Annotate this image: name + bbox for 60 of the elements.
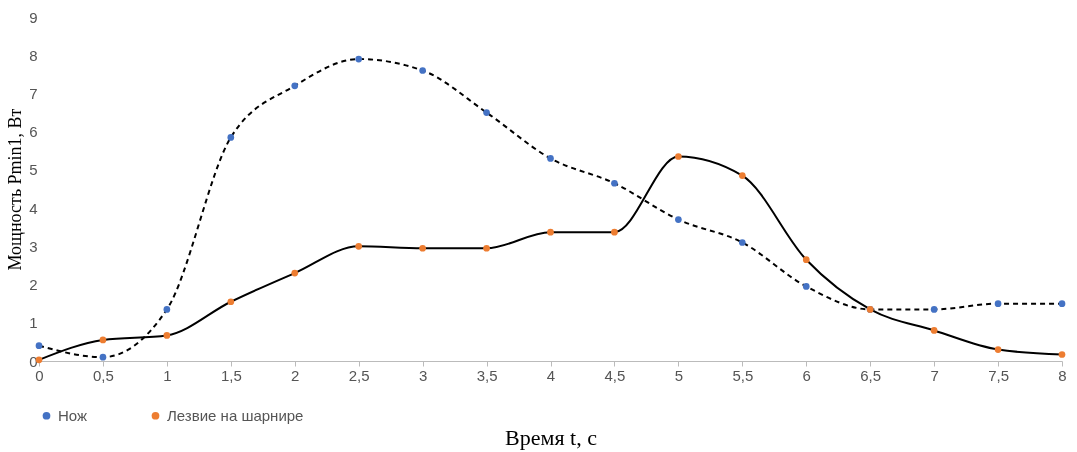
point bbox=[547, 155, 554, 162]
x-tick-label: 5,5 bbox=[732, 366, 754, 384]
point bbox=[227, 134, 235, 141]
y-tick-label: 5 bbox=[29, 161, 38, 179]
point bbox=[994, 300, 1002, 308]
point bbox=[1058, 300, 1066, 308]
y-tick-label: 8 bbox=[29, 46, 38, 64]
y-tick-label: 1 bbox=[29, 314, 38, 332]
x-tick-label: 2,5 bbox=[348, 366, 370, 384]
point bbox=[355, 242, 363, 250]
legend-label: Лезвие на шарнире bbox=[167, 406, 304, 424]
point bbox=[675, 216, 682, 223]
point bbox=[930, 306, 938, 313]
point bbox=[611, 228, 618, 236]
y-tick-label: 9 bbox=[29, 8, 38, 26]
point bbox=[611, 179, 618, 187]
legend-label: Нож bbox=[58, 406, 88, 424]
x-tick-label: 1,5 bbox=[220, 366, 242, 384]
x-tick-label: 7 bbox=[930, 366, 939, 384]
point bbox=[547, 228, 554, 236]
x-tick-label: 6 bbox=[802, 366, 811, 384]
point bbox=[291, 269, 299, 277]
x-tick-label: 5 bbox=[674, 366, 684, 384]
x-tick-label: 3 bbox=[418, 366, 428, 384]
y-tick-label: 7 bbox=[29, 84, 38, 102]
point bbox=[483, 244, 490, 252]
point bbox=[227, 298, 235, 306]
point bbox=[483, 109, 490, 116]
x-tick-label: 2 bbox=[291, 366, 300, 384]
point bbox=[738, 172, 746, 179]
point bbox=[1058, 351, 1066, 358]
point bbox=[163, 332, 171, 339]
x-tick-label: 7,5 bbox=[988, 366, 1009, 384]
x-tick-label: 1 bbox=[163, 366, 172, 384]
x-tick-label: 4,5 bbox=[604, 366, 626, 384]
x-tick-label: 6,5 bbox=[860, 366, 882, 384]
point bbox=[802, 283, 810, 290]
point bbox=[163, 306, 171, 313]
point bbox=[99, 336, 107, 344]
x-axis-title: Время t, с bbox=[505, 424, 598, 450]
point bbox=[291, 82, 299, 90]
y-axis-title: Мощность Pmin1, Вт bbox=[5, 108, 26, 271]
x-tick-label: 8 bbox=[1058, 366, 1067, 384]
y-tick-label: 2 bbox=[29, 276, 38, 294]
point bbox=[99, 353, 107, 361]
point bbox=[35, 342, 43, 350]
point bbox=[419, 244, 426, 252]
point bbox=[419, 67, 426, 74]
x-tick-label: 0,5 bbox=[93, 366, 114, 384]
point bbox=[675, 153, 682, 160]
point bbox=[738, 239, 746, 246]
point bbox=[994, 346, 1002, 353]
point bbox=[802, 256, 810, 264]
point bbox=[930, 327, 938, 334]
y-tick-label: 3 bbox=[29, 237, 38, 255]
x-tick-label: 4 bbox=[546, 366, 556, 384]
y-tick-label: 6 bbox=[29, 123, 38, 141]
x-tick-label: 3,5 bbox=[476, 366, 498, 384]
point bbox=[355, 55, 363, 63]
y-tick-label: 4 bbox=[29, 199, 38, 217]
